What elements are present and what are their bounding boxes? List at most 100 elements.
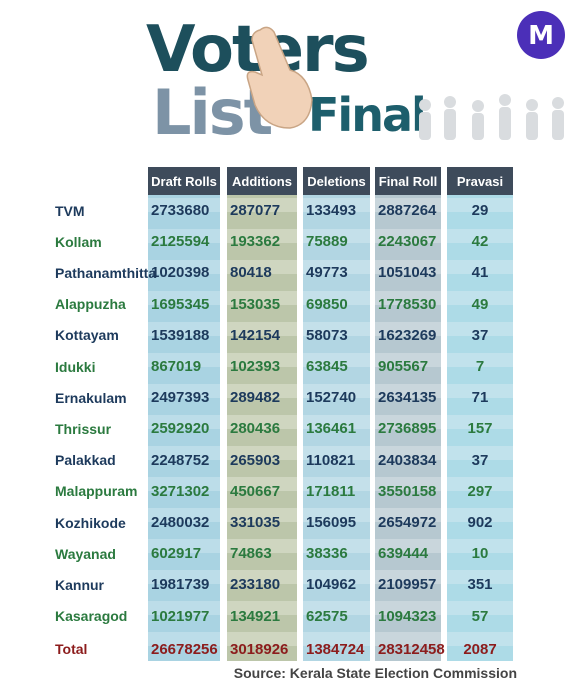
table-cell: 2087: [463, 640, 497, 658]
table-cell: 37: [471, 451, 489, 469]
table-cell: 2736895: [378, 420, 437, 438]
column-bg: [303, 167, 370, 661]
table-cell: 1623269: [378, 326, 437, 344]
table-cell: 2243067: [378, 233, 437, 251]
table-cell: 3550158: [378, 482, 437, 500]
table-cell: 104962: [306, 576, 357, 594]
table-cell: 1778530: [378, 295, 437, 313]
table-cell: 1695345: [151, 295, 210, 313]
table-cell: 602917: [151, 545, 202, 563]
table-cell: 38336: [306, 545, 348, 563]
table-cell: 69850: [306, 295, 348, 313]
table-cell: 71: [471, 389, 489, 407]
table-cell: 193362: [230, 233, 281, 251]
table-cell: 1094323: [378, 607, 437, 625]
hand-illustration: [246, 26, 313, 129]
column-header: Deletions: [303, 167, 370, 195]
table-cell: 57: [471, 607, 489, 625]
table-cell: 171811: [306, 482, 356, 500]
row-label: Kasaragod: [55, 608, 128, 625]
row-label: Pathanamthitta: [55, 264, 157, 281]
column-header: Pravasi: [447, 167, 513, 195]
row-label: TVM: [55, 202, 85, 219]
table-cell: 1051043: [378, 264, 437, 282]
table-cell: 2654972: [378, 514, 437, 531]
column-bg: [447, 167, 513, 661]
table-cell: 153035: [230, 295, 281, 313]
logo-text: M: [528, 21, 554, 51]
table-cell: 102393: [230, 358, 281, 375]
table-cell: 297: [467, 482, 493, 500]
table-cell: 902: [467, 514, 493, 531]
title-line-3: Final: [308, 88, 427, 142]
row-label: Ernakulam: [55, 389, 127, 406]
table-cell: 450667: [230, 482, 281, 500]
column-bg: [227, 167, 297, 661]
table-cell: 233180: [230, 576, 281, 594]
row-label: Kozhikode: [55, 514, 126, 531]
row-label: Malappuram: [55, 483, 138, 500]
table-cell: 289482: [230, 389, 281, 407]
table-cell: 157: [467, 420, 493, 438]
column-bg: [375, 167, 441, 661]
table-cell: 7: [475, 358, 485, 375]
table-cell: 136461: [306, 420, 357, 438]
row-label: Palakkad: [55, 452, 116, 469]
table-cell: 63845: [306, 358, 348, 375]
table-cell: 29: [471, 202, 489, 219]
table-cell: 351: [467, 576, 493, 594]
table-cell: 134921: [230, 607, 281, 625]
source: Source: Kerala State Election Commission: [233, 665, 517, 681]
table-cell: 3018926: [230, 640, 289, 658]
table-cell: 10: [471, 545, 489, 563]
table-cell: 42: [471, 233, 489, 251]
table-cell: 26678256: [151, 640, 218, 658]
table-cell: 156095: [306, 514, 357, 531]
table-cell: 2125594: [151, 233, 210, 251]
table-cell: 2634135: [378, 389, 437, 407]
row-label: Thrissur: [55, 420, 112, 437]
column-header: Draft Rolls: [148, 167, 220, 195]
table-cell: 28312458: [378, 640, 445, 658]
table-cell: 2592920: [151, 420, 210, 438]
table-cell: 1021977: [151, 607, 210, 625]
row-label: Kottayam: [55, 327, 119, 344]
table-cell: 133493: [306, 202, 357, 219]
table-cell: 49: [471, 295, 489, 313]
table-cell: 2733680: [151, 202, 210, 219]
table-cell: 41: [471, 264, 489, 282]
table-cell: 110821: [306, 451, 356, 469]
table-cell: 639444: [378, 545, 429, 563]
table-cell: 280436: [230, 420, 281, 438]
column-header: Final Roll: [375, 167, 441, 195]
column-header: Additions: [227, 167, 297, 195]
table-cell: 1981739: [151, 576, 210, 594]
row-label: Idukki: [55, 358, 96, 375]
table-cell: 74863: [230, 545, 272, 563]
table-cell: 2248752: [151, 451, 210, 469]
table-cell: 2480032: [151, 514, 210, 531]
table-cell: 287077: [230, 202, 281, 219]
column-bg: [148, 167, 220, 661]
table-cell: 62575: [306, 607, 348, 625]
table-cell: 1539188: [151, 326, 210, 344]
logo: M: [517, 11, 565, 59]
table-cell: 2497393: [151, 389, 210, 407]
table-cell: 142154: [230, 326, 281, 344]
table-cell: 152740: [306, 389, 357, 407]
crowd-silhouette: [419, 94, 564, 140]
table-cell: 2403834: [378, 451, 437, 469]
row-label: Kollam: [55, 233, 102, 250]
table-cell: 75889: [306, 233, 348, 251]
table-cell: 867019: [151, 358, 202, 375]
table-cell: 58073: [306, 326, 348, 344]
row-label: Kannur: [55, 576, 104, 593]
table-cell: 37: [471, 326, 489, 344]
row-label: Total: [55, 641, 88, 658]
row-label: Wayanad: [55, 545, 116, 562]
table-cell: 905567: [378, 358, 429, 375]
table-cell: 265903: [230, 451, 281, 469]
table-cell: 1384724: [306, 640, 365, 658]
row-label: Alappuzha: [55, 296, 126, 313]
